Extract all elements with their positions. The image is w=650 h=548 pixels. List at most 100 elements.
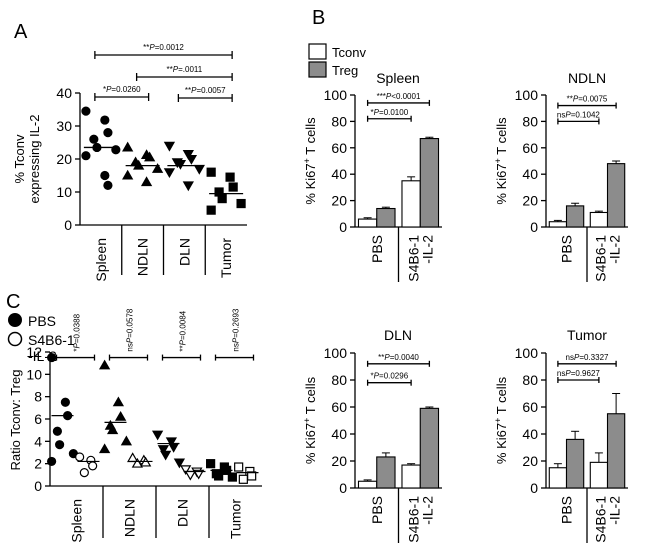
data-point: [206, 167, 216, 177]
data-point: [122, 169, 134, 180]
chart-title: Tumor: [567, 327, 607, 343]
x-tick-label: -IL-2: [607, 496, 623, 525]
data-point-s4b6: [184, 470, 196, 481]
x-tick-label: Tumor: [228, 499, 244, 539]
significance-label: nsP=0.0578: [126, 308, 135, 351]
bar-tconv: [589, 211, 609, 228]
y-axis-label-line2: expressing IL-2: [27, 115, 42, 204]
legend-s4b6-marker: [7, 331, 23, 347]
legend-treg-label: Treg: [332, 63, 358, 78]
data-point: [89, 134, 99, 144]
significance-label: *P=0.0388: [73, 313, 82, 351]
y-tick-label: 20: [522, 193, 538, 209]
data-point: [100, 170, 110, 181]
x-tick-label: S4B6-1: [405, 235, 421, 282]
data-point: [140, 176, 153, 187]
data-point-pbs: [98, 443, 111, 454]
x-tick-label: -IL-2: [419, 235, 435, 264]
y-tick-label: 20: [522, 453, 538, 469]
x-tick-label: NDLN: [122, 499, 138, 537]
chart-b-dln: DLN 0 20 40 60 80 100 % Ki67+ T cells PBS S4B6-1-…: [302, 327, 442, 543]
x-tick-label: S4B6-1: [405, 496, 421, 543]
legend-pbs-marker: [8, 313, 22, 327]
y-tick-label: 0: [34, 478, 42, 494]
chart-title: NDLN: [568, 70, 606, 86]
data-point: [185, 155, 198, 165]
data-point: [228, 182, 238, 192]
x-tick-label: Spleen: [93, 238, 109, 282]
y-tick-label: 40: [331, 426, 347, 442]
legend-pbs-label: PBS: [28, 313, 56, 329]
y-tick-label: 60: [522, 399, 538, 415]
data-point-pbs: [151, 430, 164, 441]
data-point: [151, 163, 164, 173]
y-tick-label: 8: [34, 389, 42, 405]
data-point-pbs: [206, 459, 216, 469]
data-point: [163, 168, 176, 179]
y-tick-label: 4: [34, 433, 42, 449]
significance-label: *P=0.0260: [103, 85, 141, 94]
chart-b-tumor: Tumor 0 20 40 60 80 100 % Ki67+ T cells PBS S4B6-…: [493, 327, 628, 543]
y-axis-label: % Ki67+ T cells: [302, 117, 318, 205]
data-point-pbs: [47, 456, 57, 467]
data-point: [81, 151, 91, 161]
significance-label: **P=0.0075: [567, 95, 608, 104]
significance-label: **P=0.0084: [179, 310, 188, 351]
significance-label: nsP=0.3327: [566, 353, 609, 362]
y-tick-label: 80: [331, 372, 347, 388]
data-point: [81, 106, 91, 116]
bar-treg: [606, 413, 626, 489]
significance-label: nsP=0.2693: [232, 308, 241, 351]
significance-label: nsP=0.1042: [557, 110, 600, 119]
bar-tconv: [548, 467, 568, 489]
x-tick-label: DLN: [175, 499, 191, 527]
data-point-pbs: [173, 458, 186, 469]
data-point: [103, 128, 113, 138]
chart-title: DLN: [384, 327, 412, 343]
bar-treg: [376, 456, 396, 489]
data-point: [100, 115, 110, 125]
y-axis-label: % Ki67+ T cells: [493, 376, 509, 464]
data-point-pbs: [60, 397, 70, 407]
x-tick-label: NDLN: [135, 238, 151, 276]
x-tick-label: PBS: [559, 235, 575, 263]
data-point-pbs: [157, 445, 170, 455]
significance-label: *P=0.0100: [371, 108, 409, 117]
y-tick-label: 20: [331, 193, 347, 209]
y-tick-label: 40: [331, 166, 347, 182]
data-point-pbs: [167, 442, 180, 453]
x-tick-label: Spleen: [69, 499, 85, 543]
data-point: [217, 194, 227, 204]
y-tick-label: 80: [331, 113, 347, 129]
bar-tconv: [357, 480, 378, 489]
y-tick-label: 2: [34, 456, 42, 472]
y-tick-label: 0: [64, 217, 72, 233]
data-point-s4b6: [88, 461, 98, 471]
data-point-pbs: [214, 471, 224, 481]
y-tick-label: 40: [522, 426, 538, 442]
data-point-s4b6: [75, 452, 85, 462]
y-tick-label: 6: [34, 411, 42, 427]
y-tick-label: 100: [515, 87, 539, 103]
data-point-pbs: [114, 410, 127, 421]
y-tick-label: 80: [522, 372, 538, 388]
bar-treg: [376, 207, 396, 228]
data-point: [182, 181, 194, 192]
y-tick-label: 100: [515, 345, 539, 361]
y-tick-label: 60: [331, 140, 347, 156]
data-point: [193, 164, 205, 175]
panel-label-b: B: [312, 7, 325, 29]
legend-tconv-swatch: [308, 43, 327, 60]
x-tick-label: PBS: [559, 496, 575, 524]
data-point-pbs: [165, 437, 178, 448]
significance-label: nsP=0.9627: [557, 369, 600, 378]
data-point-pbs: [47, 352, 57, 363]
bar-treg: [606, 163, 626, 228]
y-tick-label: 80: [522, 113, 538, 129]
x-tick-label: -IL-2: [419, 496, 435, 525]
bar-treg: [565, 438, 585, 489]
y-axis-label: Ratio Tconv: Treg: [8, 370, 23, 471]
x-tick-label: PBS: [369, 235, 385, 263]
x-tick-label: DLN: [176, 238, 192, 266]
